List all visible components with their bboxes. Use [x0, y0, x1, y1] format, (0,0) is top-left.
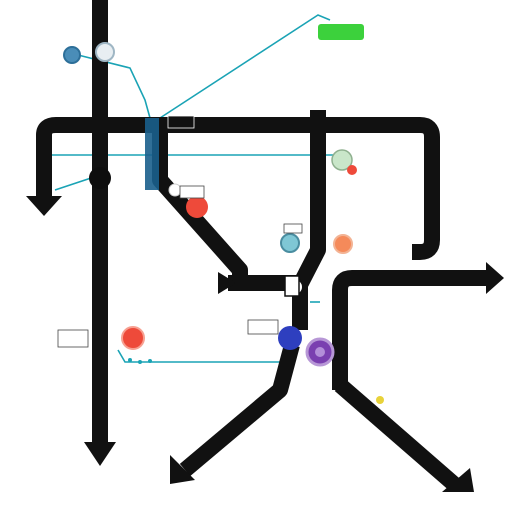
top-bar-labels — [167, 115, 195, 129]
tag-box-junction — [284, 275, 300, 297]
tag-box-red — [179, 185, 205, 199]
connector-top-left — [77, 54, 151, 119]
connector-bottom-left — [117, 341, 301, 363]
station-green-halo[interactable] — [331, 149, 353, 171]
connector-dot-2 — [138, 360, 142, 364]
arrowhead-lower-left — [170, 455, 195, 484]
arrowheads — [26, 196, 504, 492]
station-left-dark[interactable] — [89, 167, 111, 189]
station-top-left[interactable] — [63, 46, 81, 64]
connector-dot-3 — [148, 359, 152, 363]
station-red-left[interactable] — [121, 326, 145, 350]
station-tags — [57, 185, 303, 348]
station-yellow[interactable] — [376, 396, 384, 404]
station-top-left-white[interactable] — [95, 42, 115, 62]
arrowhead-junction — [218, 272, 236, 294]
teal-connectors — [40, 14, 340, 363]
connector-dots — [128, 358, 152, 364]
station-orange[interactable] — [333, 234, 353, 254]
station-red[interactable] — [186, 196, 208, 218]
tag-box-center — [247, 319, 279, 335]
green-terminal — [318, 24, 364, 40]
arrowhead-right-branch — [486, 262, 504, 294]
arrowhead-lower-right — [442, 468, 474, 492]
arrowhead-left-vertical — [84, 442, 116, 466]
track-lower-right — [334, 378, 461, 492]
station-green-dot[interactable] — [347, 165, 357, 175]
stations — [63, 42, 384, 404]
track-top-loop — [36, 117, 440, 260]
station-center-white[interactable] — [168, 183, 182, 197]
track-right-branch — [332, 270, 490, 390]
tag-box-left — [57, 329, 89, 348]
top-bar-label-box-a — [167, 115, 195, 129]
track-right-vertical — [292, 110, 326, 330]
arrowhead-left-loop — [26, 196, 62, 216]
station-teal[interactable] — [280, 233, 300, 253]
track-lower-left — [179, 342, 300, 477]
black-tracks — [36, 0, 490, 492]
connector-diagonal-to-green — [159, 14, 331, 119]
station-blue[interactable] — [278, 326, 302, 350]
connector-dot-1 — [128, 358, 132, 362]
tag-box-teal — [283, 223, 303, 234]
station-purple-inner — [315, 347, 325, 357]
